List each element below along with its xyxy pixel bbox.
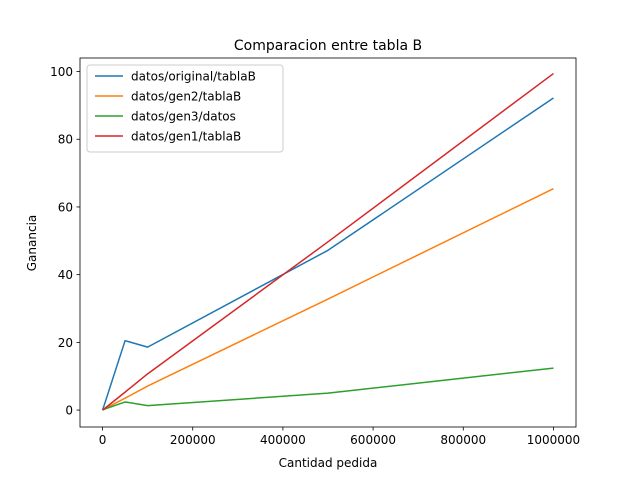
y-tick-label: 40: [58, 268, 73, 282]
y-tick-label: 0: [65, 404, 73, 418]
chart-title: Comparacion entre tabla B: [234, 38, 422, 54]
x-tick-label: 200000: [170, 433, 216, 447]
legend-label-2: datos/gen2/tablaB: [131, 90, 241, 104]
x-tick-label: 1000000: [527, 433, 580, 447]
x-tick-label: 0: [99, 433, 107, 447]
series-line-4: [102, 72, 554, 411]
legend-label-4: datos/gen1/tablaB: [131, 130, 241, 144]
legend-label-1: datos/original/tablaB: [131, 70, 256, 84]
y-tick-label: 100: [50, 65, 73, 79]
x-axis-label: Cantidad pedida: [279, 456, 378, 470]
legend: datos/original/tablaB datos/gen2/tablaB da…: [86, 64, 284, 153]
x-tick-label: 600000: [350, 433, 396, 447]
plot-area: 0 200000 400000 600000 800000 1000000 0 20 40 60 8…: [50, 57, 580, 447]
x-tick-label: 800000: [440, 433, 486, 447]
legend-box: [86, 64, 284, 153]
y-tick-label: 60: [58, 200, 73, 214]
x-tick-label: 400000: [260, 433, 306, 447]
legend-label-3: datos/gen3/datos: [131, 110, 236, 124]
y-tick-label: 80: [58, 133, 73, 147]
series-line-1: [101, 97, 554, 411]
axes-frame: [79, 57, 577, 428]
y-tick-label: 20: [58, 336, 73, 350]
y-axis-label: Ganancia: [25, 215, 39, 272]
